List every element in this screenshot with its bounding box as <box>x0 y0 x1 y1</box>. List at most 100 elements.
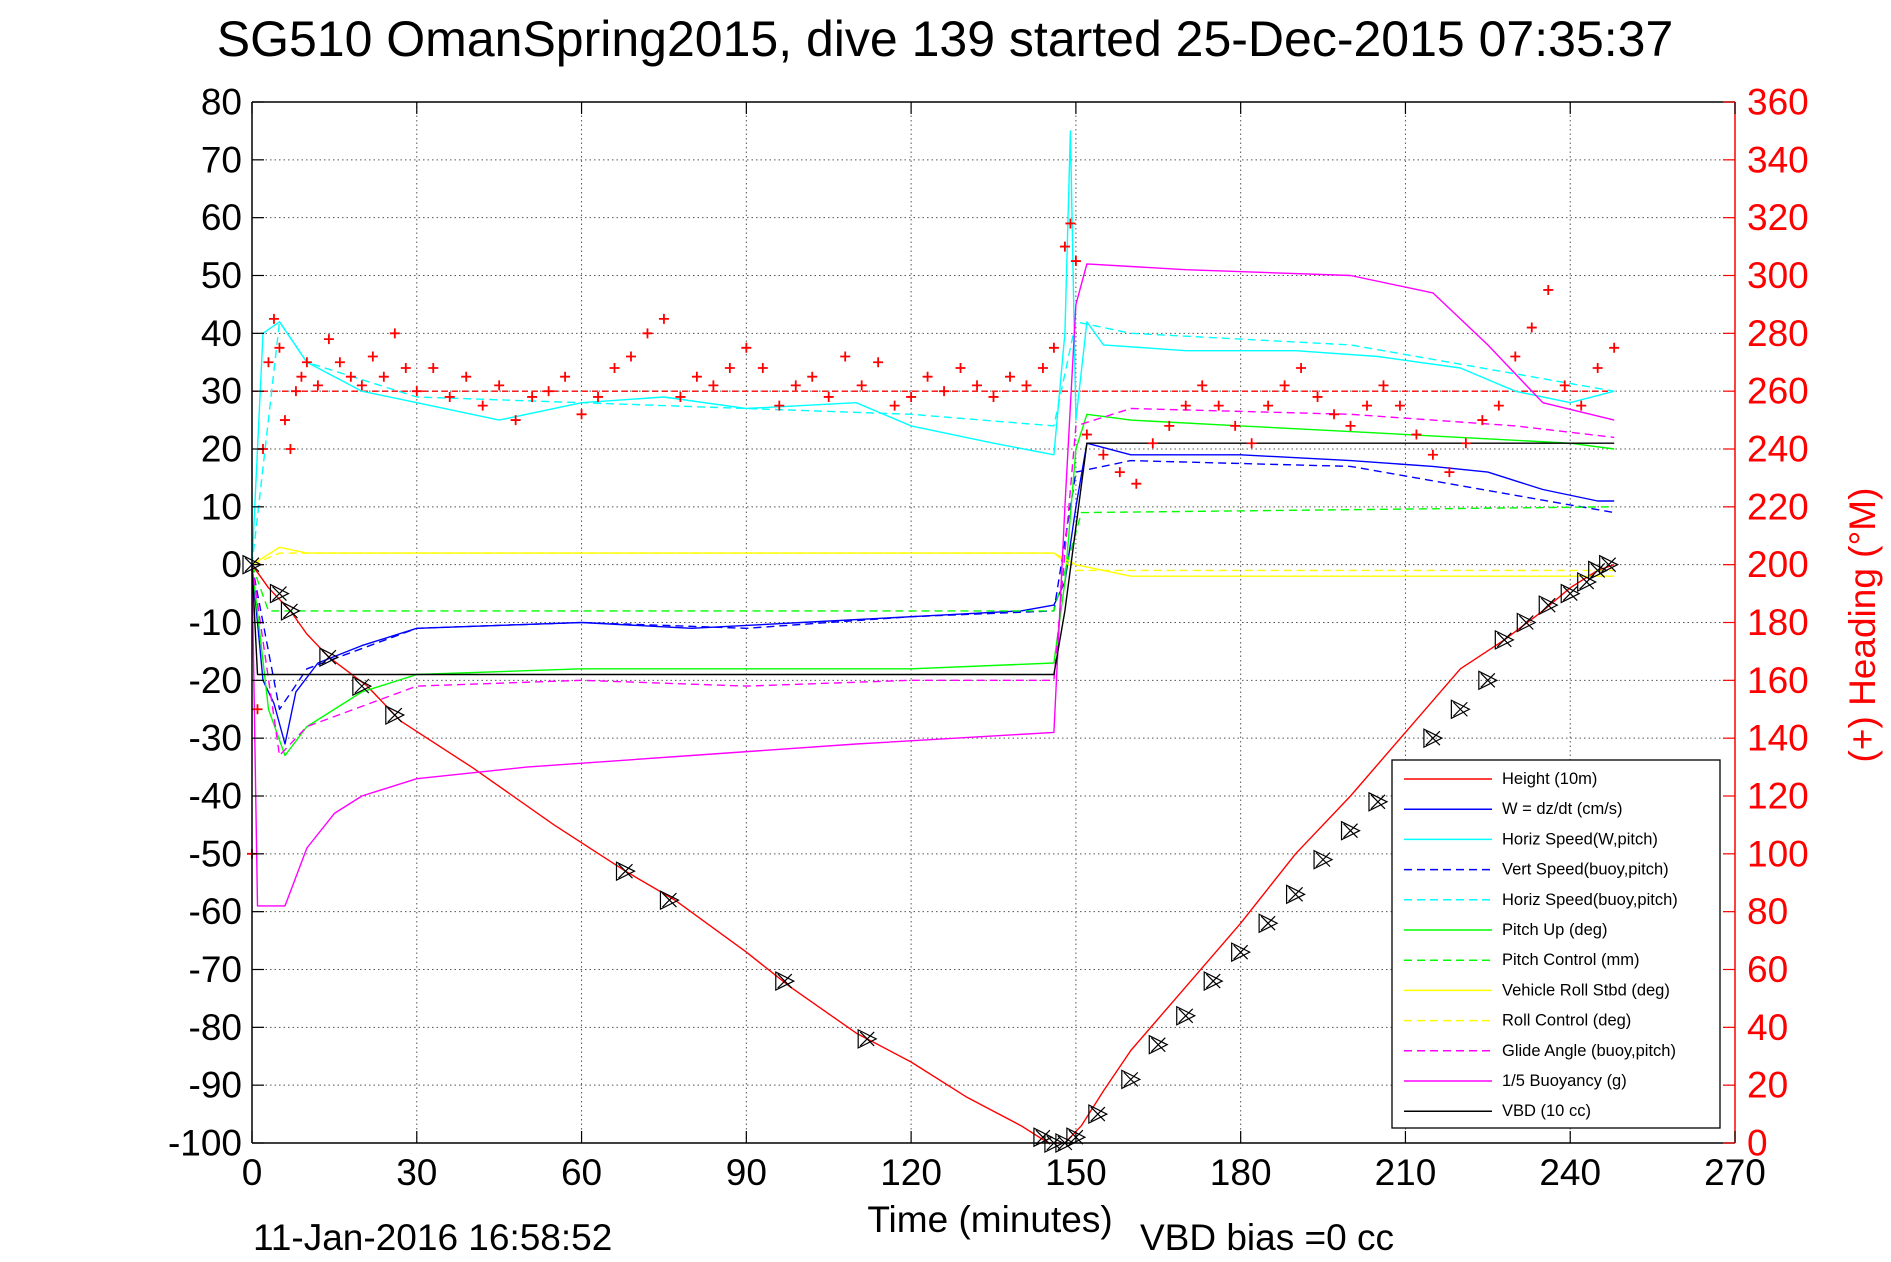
legend-entry-3: Vert Speed(buoy,pitch) <box>1502 861 1669 879</box>
heading-marker <box>1526 322 1537 333</box>
depth-marker <box>385 705 406 726</box>
heading-marker <box>1312 391 1323 402</box>
right-tick-label: 80 <box>1747 891 1788 932</box>
heading-marker <box>268 313 279 324</box>
heading-marker <box>724 363 735 374</box>
series-line-5 <box>251 413 1615 757</box>
heading-marker <box>367 351 378 362</box>
depth-marker-cross <box>1090 1106 1106 1122</box>
chart-title: SG510 OmanSpring2015, dive 139 started 2… <box>217 11 1674 67</box>
heading-marker <box>823 391 834 402</box>
legend-entry-11: VBD (10 cc) <box>1502 1102 1591 1120</box>
depth-marker-triangle <box>1538 595 1559 616</box>
depth-marker-cross <box>1518 615 1534 630</box>
heading-marker <box>1559 380 1570 391</box>
heading-marker <box>1131 478 1142 489</box>
series-line-2 <box>251 130 1615 565</box>
heading-marker <box>1279 380 1290 391</box>
y-tick-label: 80 <box>201 82 242 123</box>
y-tick-label: -40 <box>189 776 242 817</box>
series-line-3 <box>251 459 1615 710</box>
x-tick-label: 0 <box>242 1152 263 1193</box>
legend-entry-6: Pitch Control (mm) <box>1502 951 1640 969</box>
heading-marker <box>252 704 263 715</box>
heading-marker <box>658 313 669 324</box>
heading-marker <box>527 391 538 402</box>
y-tick-label: -50 <box>189 833 242 874</box>
depth-marker-triangle <box>1258 913 1279 934</box>
series-line-8 <box>251 552 1615 572</box>
depth-marker-triangle <box>1368 791 1389 812</box>
y-tick-label: -90 <box>189 1065 242 1106</box>
depth-marker <box>1450 699 1471 720</box>
depth-marker <box>352 676 373 697</box>
heading-marker <box>1329 409 1340 420</box>
heading-marker <box>1197 380 1208 391</box>
depth-marker <box>1258 913 1279 934</box>
legend-entry-5: Pitch Up (deg) <box>1502 921 1607 939</box>
y-tick-label: -70 <box>189 949 242 990</box>
depth-marker <box>615 861 636 882</box>
heading-marker <box>1213 400 1224 411</box>
depth-marker-cross <box>1601 557 1617 573</box>
depth-marker-triangle <box>1450 699 1471 720</box>
heading-marker <box>323 334 334 345</box>
x-tick-label: 180 <box>1210 1152 1272 1193</box>
series-line-11 <box>251 442 1615 676</box>
right-tick-label: 360 <box>1747 82 1809 123</box>
x-tick-label: 270 <box>1704 1152 1766 1193</box>
depth-marker <box>1423 728 1444 749</box>
depth-marker-cross <box>1123 1071 1139 1087</box>
y-tick-label: -10 <box>189 602 242 643</box>
heading-marker <box>988 391 999 402</box>
heading-marker <box>1037 363 1048 374</box>
y-tick-label: 50 <box>201 255 242 296</box>
legend-entry-10: 1/5 Buoyancy (g) <box>1502 1072 1627 1090</box>
heading-marker <box>1164 420 1175 431</box>
heading-marker <box>1345 420 1356 431</box>
depth-marker-triangle <box>1577 572 1598 592</box>
heading-marker <box>400 363 411 374</box>
depth-marker-triangle <box>1560 583 1581 604</box>
x-tick-label: 30 <box>396 1152 437 1193</box>
depth-marker-triangle <box>280 600 301 621</box>
heading-marker <box>389 328 400 339</box>
heading-marker <box>334 357 345 368</box>
heading-marker <box>1296 363 1307 374</box>
depth-marker-cross <box>1343 823 1358 839</box>
depth-marker-triangle <box>1478 670 1499 691</box>
depth-marker <box>659 890 680 911</box>
depth-marker-triangle <box>385 705 406 726</box>
depth-marker <box>1088 1104 1109 1125</box>
heading-marker <box>461 371 472 382</box>
depth-marker <box>1313 849 1334 870</box>
depth-marker <box>280 600 301 621</box>
y-tick-label: 30 <box>201 371 242 412</box>
heading-marker <box>790 380 801 391</box>
depth-marker-cross <box>1150 1037 1166 1053</box>
depth-marker-cross <box>1425 730 1441 746</box>
depth-marker-triangle <box>1494 629 1515 650</box>
legend-entry-4: Horiz Speed(buoy,pitch) <box>1502 891 1678 909</box>
right-axis-label: (+) Heading (°M) <box>1842 488 1883 763</box>
depth-marker <box>1588 560 1609 581</box>
depth-marker <box>1176 1005 1197 1026</box>
heading-marker <box>609 363 620 374</box>
heading-marker <box>1004 371 1015 382</box>
heading-marker <box>889 400 900 411</box>
right-tick-label: 220 <box>1747 486 1809 527</box>
x-axis-label: Time (minutes) <box>867 1199 1112 1240</box>
heading-marker <box>691 371 702 382</box>
depth-marker-cross <box>1590 563 1606 578</box>
y-tick-label: -30 <box>189 718 242 759</box>
series-line-10 <box>251 263 1615 907</box>
depth-marker <box>1231 942 1252 963</box>
axes-layer: 0 30 60 90 120 150 180 210 240 270 80 70 60 50 40 30 20 1… <box>168 82 1809 1194</box>
heading-marker <box>411 386 422 397</box>
depth-marker <box>1148 1034 1169 1055</box>
x-tick-label: 210 <box>1375 1152 1437 1193</box>
heading-marker <box>1048 342 1059 353</box>
depth-marker-cross <box>859 1031 875 1047</box>
depth-marker <box>1599 554 1620 575</box>
heading-marker <box>1493 400 1504 411</box>
